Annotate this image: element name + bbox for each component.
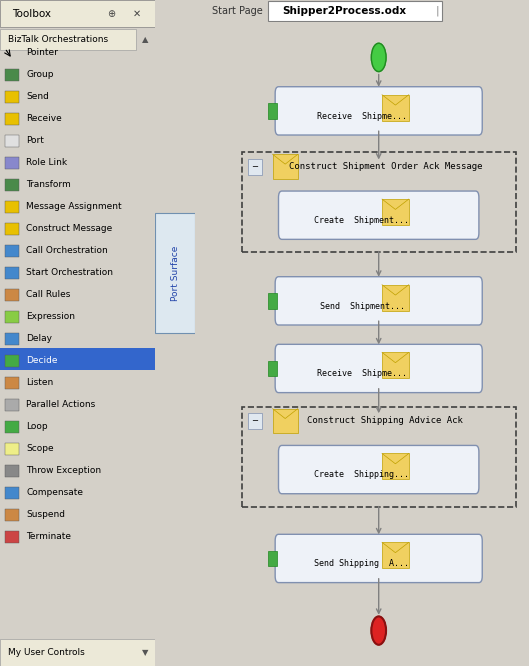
FancyBboxPatch shape bbox=[5, 69, 19, 81]
Circle shape bbox=[371, 617, 386, 645]
Text: Receive  Shipme...: Receive Shipme... bbox=[317, 111, 407, 121]
FancyBboxPatch shape bbox=[249, 159, 262, 175]
Text: −: − bbox=[252, 416, 259, 426]
Text: My User Controls: My User Controls bbox=[8, 648, 85, 657]
FancyBboxPatch shape bbox=[272, 155, 298, 178]
FancyBboxPatch shape bbox=[275, 344, 482, 393]
FancyBboxPatch shape bbox=[269, 293, 277, 308]
FancyBboxPatch shape bbox=[5, 377, 19, 389]
Text: Construct Shipping Advice Ack: Construct Shipping Advice Ack bbox=[307, 416, 463, 426]
Text: Port Surface: Port Surface bbox=[170, 245, 179, 301]
Text: Start Page: Start Page bbox=[212, 6, 262, 16]
FancyBboxPatch shape bbox=[5, 465, 19, 477]
FancyBboxPatch shape bbox=[5, 113, 19, 125]
Circle shape bbox=[371, 43, 386, 71]
Text: Listen: Listen bbox=[26, 378, 53, 387]
FancyBboxPatch shape bbox=[5, 91, 19, 103]
Text: Decide: Decide bbox=[26, 356, 58, 365]
FancyBboxPatch shape bbox=[269, 361, 277, 376]
FancyBboxPatch shape bbox=[275, 534, 482, 583]
FancyBboxPatch shape bbox=[5, 223, 19, 235]
FancyBboxPatch shape bbox=[249, 413, 262, 430]
Text: −: − bbox=[252, 162, 259, 171]
FancyBboxPatch shape bbox=[5, 531, 19, 543]
FancyBboxPatch shape bbox=[382, 199, 409, 225]
Text: Shipper2Process.odx: Shipper2Process.odx bbox=[282, 5, 406, 15]
FancyBboxPatch shape bbox=[5, 245, 19, 257]
Text: BizTalk Orchestrations: BizTalk Orchestrations bbox=[8, 35, 108, 44]
FancyBboxPatch shape bbox=[382, 542, 409, 568]
FancyBboxPatch shape bbox=[382, 352, 409, 378]
Text: Terminate: Terminate bbox=[26, 531, 71, 541]
FancyBboxPatch shape bbox=[275, 276, 482, 325]
FancyBboxPatch shape bbox=[5, 333, 19, 345]
FancyBboxPatch shape bbox=[382, 95, 409, 121]
Text: Receive: Receive bbox=[26, 114, 62, 123]
Text: Create  Shipment...: Create Shipment... bbox=[315, 216, 409, 225]
Text: Call Rules: Call Rules bbox=[26, 290, 71, 299]
Text: ▼: ▼ bbox=[142, 648, 149, 657]
FancyBboxPatch shape bbox=[5, 421, 19, 433]
Text: Port: Port bbox=[26, 136, 44, 145]
FancyBboxPatch shape bbox=[272, 409, 298, 433]
Text: |: | bbox=[435, 5, 439, 16]
FancyBboxPatch shape bbox=[5, 289, 19, 301]
FancyBboxPatch shape bbox=[278, 191, 479, 239]
FancyBboxPatch shape bbox=[5, 487, 19, 499]
FancyBboxPatch shape bbox=[5, 355, 19, 367]
Text: ✕: ✕ bbox=[132, 9, 141, 19]
FancyBboxPatch shape bbox=[278, 446, 479, 494]
Text: Create  Shipping...: Create Shipping... bbox=[315, 470, 409, 480]
FancyBboxPatch shape bbox=[5, 399, 19, 411]
Text: Send  Shipment...: Send Shipment... bbox=[320, 302, 405, 310]
Text: Compensate: Compensate bbox=[26, 488, 84, 497]
Text: Parallel Actions: Parallel Actions bbox=[26, 400, 96, 409]
Text: Loop: Loop bbox=[26, 422, 48, 431]
FancyBboxPatch shape bbox=[269, 1, 442, 21]
Text: Delay: Delay bbox=[26, 334, 52, 343]
FancyBboxPatch shape bbox=[5, 311, 19, 323]
FancyBboxPatch shape bbox=[382, 285, 409, 310]
Text: Start Orchestration: Start Orchestration bbox=[26, 268, 113, 277]
Text: Construct Shipment Order Ack Message: Construct Shipment Order Ack Message bbox=[289, 162, 482, 171]
Text: Group: Group bbox=[26, 70, 54, 79]
FancyBboxPatch shape bbox=[275, 87, 482, 135]
FancyBboxPatch shape bbox=[0, 0, 155, 27]
FancyBboxPatch shape bbox=[5, 509, 19, 521]
Text: Receive  Shipme...: Receive Shipme... bbox=[317, 369, 407, 378]
Text: Scope: Scope bbox=[26, 444, 54, 453]
FancyBboxPatch shape bbox=[0, 639, 155, 666]
FancyBboxPatch shape bbox=[0, 29, 136, 50]
FancyBboxPatch shape bbox=[155, 213, 195, 333]
Text: Suspend: Suspend bbox=[26, 509, 66, 519]
FancyBboxPatch shape bbox=[5, 201, 19, 213]
FancyBboxPatch shape bbox=[5, 267, 19, 279]
Text: Role Link: Role Link bbox=[26, 158, 68, 167]
Text: ⊕: ⊕ bbox=[107, 9, 116, 19]
Text: Send: Send bbox=[26, 92, 49, 101]
Text: ▲: ▲ bbox=[142, 35, 149, 44]
Text: Pointer: Pointer bbox=[26, 48, 58, 57]
FancyBboxPatch shape bbox=[0, 348, 155, 370]
Text: Construct Message: Construct Message bbox=[26, 224, 113, 233]
FancyBboxPatch shape bbox=[269, 103, 277, 119]
FancyBboxPatch shape bbox=[5, 443, 19, 455]
Text: Expression: Expression bbox=[26, 312, 75, 321]
Text: Call Orchestration: Call Orchestration bbox=[26, 246, 108, 255]
FancyBboxPatch shape bbox=[5, 157, 19, 169]
FancyBboxPatch shape bbox=[382, 454, 409, 480]
FancyBboxPatch shape bbox=[5, 179, 19, 191]
Text: Throw Exception: Throw Exception bbox=[26, 466, 102, 475]
FancyBboxPatch shape bbox=[269, 551, 277, 566]
Text: Send Shipping  A...: Send Shipping A... bbox=[315, 559, 409, 568]
Text: Message Assignment: Message Assignment bbox=[26, 202, 122, 211]
Text: Toolbox: Toolbox bbox=[12, 9, 51, 19]
FancyBboxPatch shape bbox=[5, 135, 19, 147]
Text: Transform: Transform bbox=[26, 180, 71, 189]
